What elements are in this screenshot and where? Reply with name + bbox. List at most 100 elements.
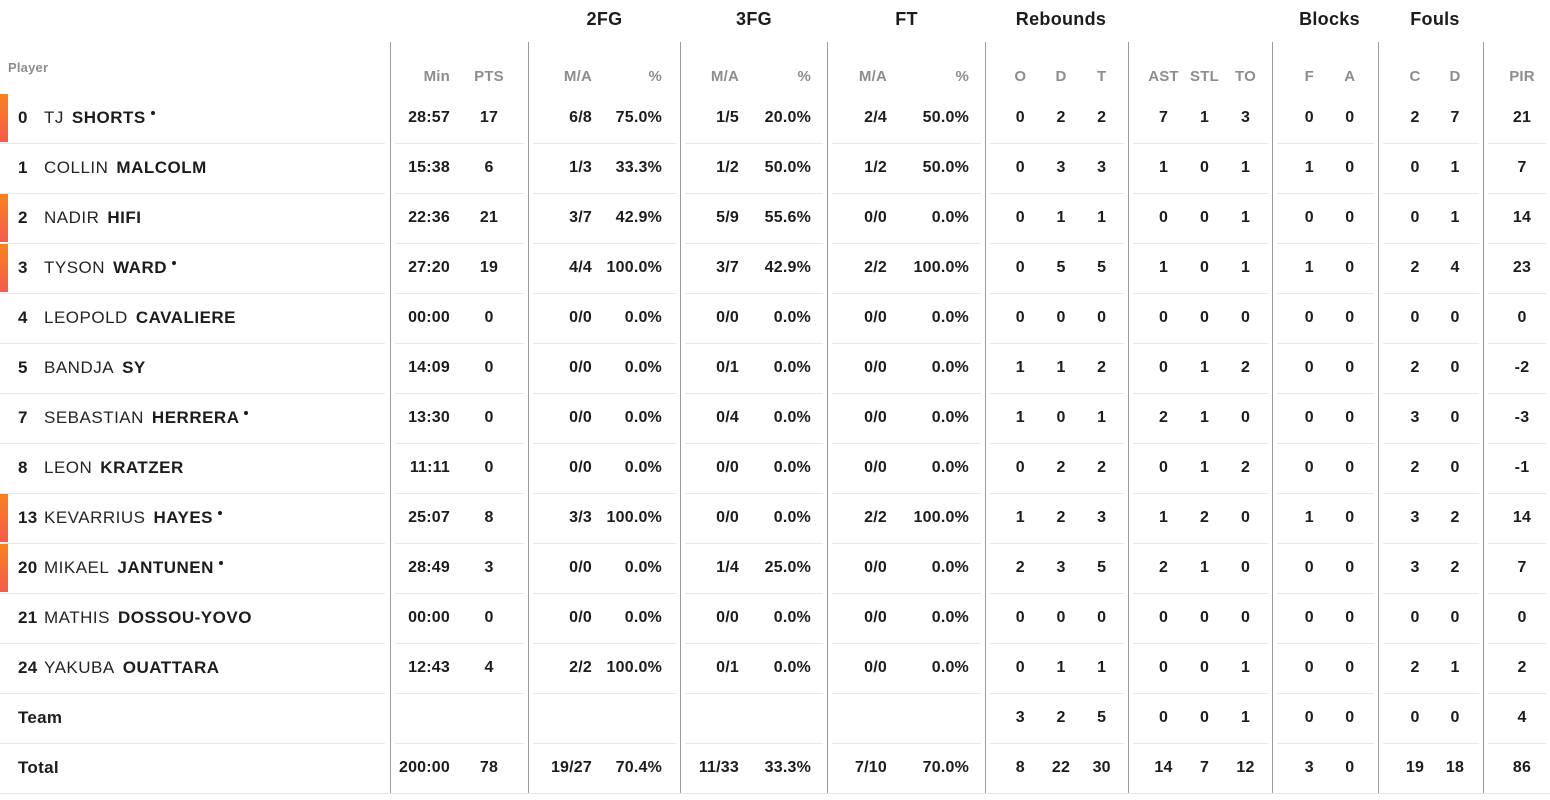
- player-first-name: COLLIN: [44, 158, 109, 177]
- stat-cell: 0: [1517, 609, 1527, 626]
- stat-cell: 0: [1015, 159, 1025, 176]
- player-row[interactable]: 8 LEON KRATZER 11:11 0 0/0 0.0% 0/0 0.0% 0/0 0.0% 0…: [0, 443, 1550, 493]
- stat-cell: 2/2: [864, 259, 887, 276]
- stat-cell: 2: [1056, 509, 1066, 526]
- stat-cell: 0/0: [864, 209, 887, 226]
- stat-cell: 6: [484, 159, 494, 176]
- stat-cell: 2: [1097, 109, 1107, 126]
- stat-cell: 1: [1158, 159, 1169, 176]
- stat-cell: 0.0%: [624, 359, 662, 376]
- team-row: Team 3 2 5 0 0 1 0 0 0 0 4: [0, 693, 1550, 743]
- stat-cell: 50.0%: [922, 109, 969, 126]
- stat-cell: 7/10: [855, 759, 887, 776]
- stat-cell: 11/33: [698, 759, 739, 776]
- stat-cell: 0.0%: [773, 509, 811, 526]
- stat-cell: 25.0%: [764, 559, 811, 576]
- col-header-reb-d: D: [1055, 68, 1067, 85]
- stat-cell: 2: [1410, 459, 1420, 476]
- stat-cell: 18: [1445, 759, 1465, 776]
- group-title-pir: [1494, 19, 1550, 23]
- stat-cell: 0: [1304, 409, 1314, 426]
- col-header-pts: PTS: [474, 68, 504, 85]
- stat-cell: 0: [1345, 309, 1355, 326]
- player-row[interactable]: 4 LEOPOLD CAVALIERE 00:00 0 0/0 0.0% 0/0 0.0% 0/0…: [0, 293, 1550, 343]
- stat-cell: 1: [1015, 359, 1025, 376]
- stat-cell: 0: [1199, 159, 1210, 176]
- stat-cell: 2: [1240, 459, 1251, 476]
- player-row[interactable]: 13 KEVARRIUS HAYES 25:07 8 3/3 100.0% 0/0 0.0% 2/…: [0, 493, 1550, 543]
- col-header-to: TO: [1235, 68, 1256, 85]
- stat-cell: 0.0%: [931, 309, 969, 326]
- player-cell: 8 LEON KRATZER: [0, 443, 390, 493]
- stat-group: 0 3 3: [985, 143, 1128, 193]
- stat-cell: 0: [1240, 409, 1251, 426]
- starter-dot-icon: [172, 261, 177, 265]
- stat-cell: 1: [1158, 509, 1169, 526]
- stat-cell: 2/2: [569, 659, 592, 676]
- starter-dot-icon: [150, 111, 155, 115]
- stat-cell: 0: [1345, 259, 1355, 276]
- stat-cell: 0: [1097, 309, 1107, 326]
- stat-group: 2 1 0: [1128, 393, 1272, 443]
- player-row[interactable]: 5 BANDJA SY 14:09 0 0/0 0.0% 0/1 0.0% 0/0 0.0% 1 1 2 0…: [0, 343, 1550, 393]
- stat-cell: 4: [484, 659, 494, 676]
- player-row[interactable]: 7 SEBASTIAN HERRERA 13:30 0 0/0 0.0% 0/4 0.0% 0/0…: [0, 393, 1550, 443]
- player-row[interactable]: 1 COLLIN MALCOLM 15:38 6 1/3 33.3% 1/2 50.0% 1/2 5…: [0, 143, 1550, 193]
- stat-cell: 0: [1304, 559, 1314, 576]
- stat-cell: 2: [1517, 659, 1527, 676]
- stat-cell: 0: [1410, 209, 1420, 226]
- col-header-ft-pct: %: [955, 68, 969, 85]
- stat-cell: 0: [1158, 309, 1169, 326]
- group-title-fouls: Fouls: [1410, 8, 1460, 29]
- stat-cell: 1: [1304, 509, 1314, 526]
- col-header-reb-o: O: [1014, 68, 1027, 85]
- player-first-name: BANDJA: [44, 358, 115, 377]
- stat-group: 23: [1483, 243, 1550, 293]
- player-row[interactable]: 0 TJ SHORTS 28:57 17 6/8 75.0% 1/5 20.0% 2/4 50.0%…: [0, 93, 1550, 143]
- player-last-name: KRATZER: [100, 458, 184, 477]
- stat-cell: 1: [1015, 409, 1025, 426]
- stat-cell: 22: [1051, 759, 1071, 776]
- stat-group: 0/0 0.0%: [528, 443, 680, 493]
- stat-cell: 23: [1512, 259, 1532, 276]
- stat-cell: 7: [1158, 109, 1169, 126]
- stat-cell: 0: [1304, 109, 1314, 126]
- stat-cell: 0.0%: [931, 359, 969, 376]
- player-cell: 24 YAKUBA OUATTARA: [0, 643, 390, 693]
- stat-group: 7: [1483, 143, 1550, 193]
- stat-cell: 7: [1199, 759, 1210, 776]
- stat-cell: 0: [1015, 209, 1025, 226]
- player-last-name: SHORTS: [71, 108, 146, 127]
- group-title-2fg: 2FG: [586, 8, 623, 29]
- stat-cell: 0/0: [864, 659, 887, 676]
- player-row[interactable]: 24 YAKUBA OUATTARA 12:43 4 2/2 100.0% 0/1 0.0% 0/…: [0, 643, 1550, 693]
- stat-group: 25:07 8: [390, 493, 528, 543]
- player-row[interactable]: 21 MATHIS DOSSOU-YOVO 00:00 0 0/0 0.0% 0/0 0.0% 0…: [0, 593, 1550, 643]
- stat-group: 0 0 0: [985, 293, 1128, 343]
- player-row[interactable]: 20 MIKAEL JANTUNEN 28:49 3 0/0 0.0% 1/4 25.0% 0/0…: [0, 543, 1550, 593]
- stat-cell: 00:00: [408, 609, 450, 626]
- player-row[interactable]: 3 TYSON WARD 27:20 19 4/4 100.0% 3/7 42.9% 2/2 100…: [0, 243, 1550, 293]
- stat-cell: 33.3%: [615, 159, 662, 176]
- col-header-ft-ma: M/A: [858, 68, 887, 85]
- stat-cell: 1: [1056, 209, 1066, 226]
- stat-group: 0 0 0: [1128, 593, 1272, 643]
- stat-cell: 0: [1450, 409, 1460, 426]
- group-minpts: [390, 0, 528, 42]
- stat-cell: 1: [1015, 509, 1025, 526]
- player-row[interactable]: 2 NADIR HIFI 22:36 21 3/7 42.9% 5/9 55.6% 0/0 0.0%…: [0, 193, 1550, 243]
- stat-cell: 2: [1056, 459, 1066, 476]
- stat-cell: 0: [1199, 709, 1210, 726]
- stat-cell: 0: [1304, 309, 1314, 326]
- stat-group: 0 1 1: [985, 193, 1128, 243]
- player-cell: 7 SEBASTIAN HERRERA: [0, 393, 390, 443]
- stat-cell: 1: [1304, 159, 1314, 176]
- player-first-name: SEBASTIAN: [44, 408, 144, 427]
- stat-cell: 0: [1158, 659, 1169, 676]
- stat-cell: 0: [1410, 709, 1420, 726]
